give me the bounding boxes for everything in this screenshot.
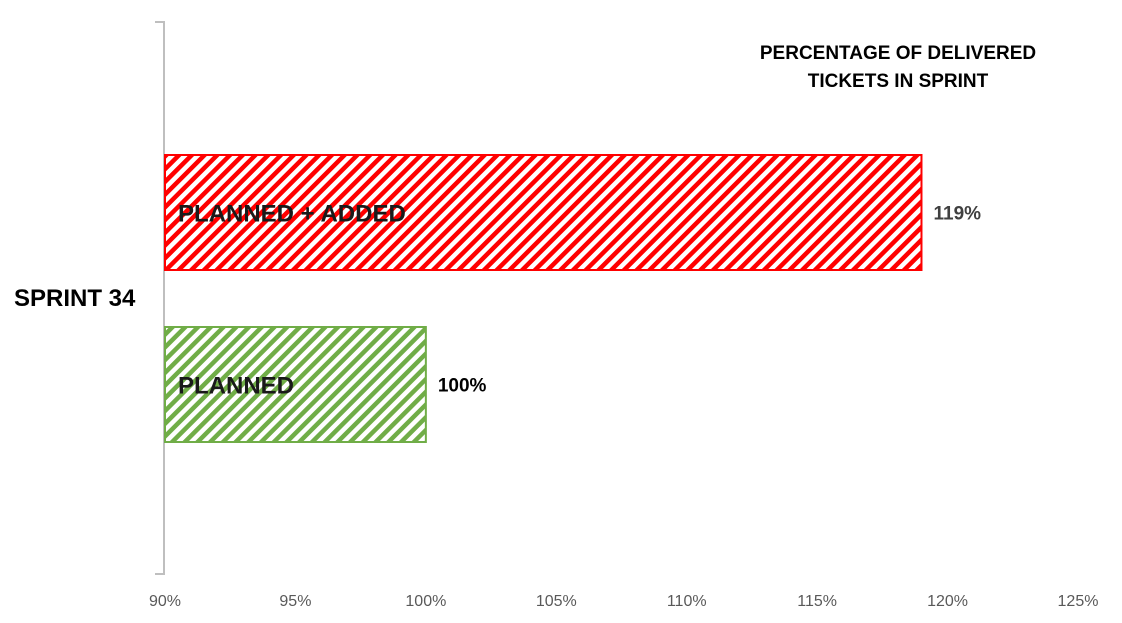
- bar-1: [164, 326, 427, 443]
- bar-label-0: PLANNED + ADDED: [178, 201, 406, 228]
- bars-group: PLANNED + ADDED 119% PLANNED 100%: [164, 154, 981, 443]
- bar-label-1: PLANNED: [178, 373, 294, 400]
- x-tick-label: 115%: [797, 593, 837, 610]
- x-tick-label: 125%: [1058, 593, 1099, 610]
- x-tick-label: 105%: [536, 593, 577, 610]
- x-tick-label: 110%: [667, 593, 707, 610]
- x-tick-label: 100%: [405, 593, 446, 610]
- category-axis-bracket: [155, 21, 165, 575]
- x-axis-ticks: 90% 95% 100% 105% 110% 115% 120% 125%: [149, 593, 1098, 610]
- x-tick-label: 90%: [149, 593, 181, 610]
- chart-title-line-1: PERCENTAGE OF DELIVERED: [760, 43, 1036, 64]
- x-tick-label: 95%: [279, 593, 311, 610]
- data-label-1: 100%: [438, 376, 487, 397]
- x-tick-label: 120%: [927, 593, 968, 610]
- chart-title-line-2: TICKETS IN SPRINT: [808, 71, 989, 92]
- category-label: SPRINT 34: [14, 285, 136, 312]
- data-label-0: 119%: [933, 204, 981, 225]
- bar-0: [164, 154, 923, 271]
